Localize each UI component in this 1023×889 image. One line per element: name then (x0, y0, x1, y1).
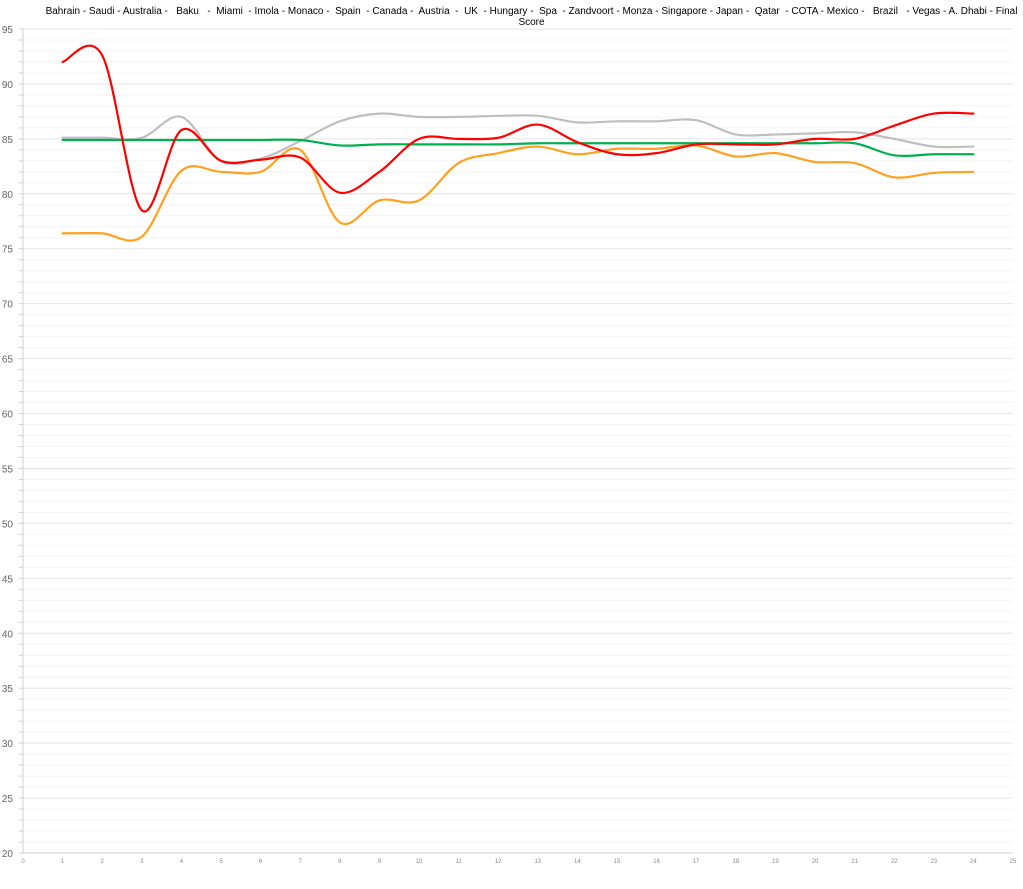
y-tick-label: 50 (2, 519, 14, 530)
y-tick-label: 25 (2, 794, 14, 805)
y-tick-label: 80 (2, 190, 14, 201)
x-tick-label: 16 (653, 859, 660, 865)
chart-title: Bahrain - Saudi - Australia - Baku - Mia… (45, 6, 1021, 28)
x-tick-label: 8 (338, 859, 342, 865)
x-tick-label: 12 (495, 859, 502, 865)
x-tick-label: 19 (772, 859, 779, 865)
x-tick-label: 2 (101, 859, 105, 865)
x-tick-label: 6 (259, 859, 263, 865)
x-tick-label: 15 (614, 859, 621, 865)
x-tick-label: 9 (378, 859, 382, 865)
x-tick-label: 24 (970, 859, 977, 865)
x-tick-label: 5 (219, 859, 223, 865)
y-tick-label: 20 (2, 849, 14, 860)
x-tick-label: 23 (930, 859, 937, 865)
y-tick-label: 95 (2, 25, 14, 36)
y-tick-label: 35 (2, 684, 14, 695)
y-tick-label: 40 (2, 629, 14, 640)
x-tick-label: 3 (140, 859, 144, 865)
x-tick-label: 4 (180, 859, 184, 865)
y-tick-label: 75 (2, 245, 14, 256)
y-tick-label: 90 (2, 80, 14, 91)
x-tick-label: 21 (851, 859, 858, 865)
series-line-2 (61, 144, 975, 242)
x-tick-label: 14 (574, 859, 581, 865)
series-line-3 (61, 44, 975, 213)
x-tick-label: 0 (21, 859, 25, 865)
y-tick-label: 30 (2, 739, 14, 750)
x-tick-label: 17 (693, 859, 700, 865)
y-tick-label: 55 (2, 464, 14, 475)
x-tick-label: 22 (891, 859, 898, 865)
y-tick-label: 85 (2, 135, 14, 146)
y-tick-label: 65 (2, 355, 14, 366)
x-tick-label: 20 (812, 859, 819, 865)
x-tick-label: 1 (61, 859, 65, 865)
x-tick-label: 18 (732, 859, 739, 865)
x-tick-label: 10 (416, 859, 423, 865)
x-tick-label: 7 (299, 859, 303, 865)
series-line-1 (61, 138, 975, 158)
x-tick-label: 13 (534, 859, 541, 865)
y-tick-label: 60 (2, 410, 14, 421)
y-tick-label: 70 (2, 300, 14, 311)
x-tick-label: 25 (1010, 859, 1017, 865)
y-tick-label: 45 (2, 574, 14, 585)
x-tick-label: 11 (455, 859, 462, 865)
